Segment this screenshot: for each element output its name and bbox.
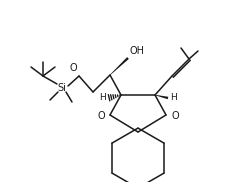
Text: OH: OH (130, 46, 145, 56)
Text: H: H (99, 94, 106, 102)
Polygon shape (155, 95, 168, 99)
Text: Si: Si (58, 83, 67, 93)
Polygon shape (110, 57, 129, 75)
Text: O: O (69, 63, 77, 73)
Text: O: O (171, 111, 179, 121)
Text: H: H (170, 94, 177, 102)
Text: O: O (97, 111, 105, 121)
